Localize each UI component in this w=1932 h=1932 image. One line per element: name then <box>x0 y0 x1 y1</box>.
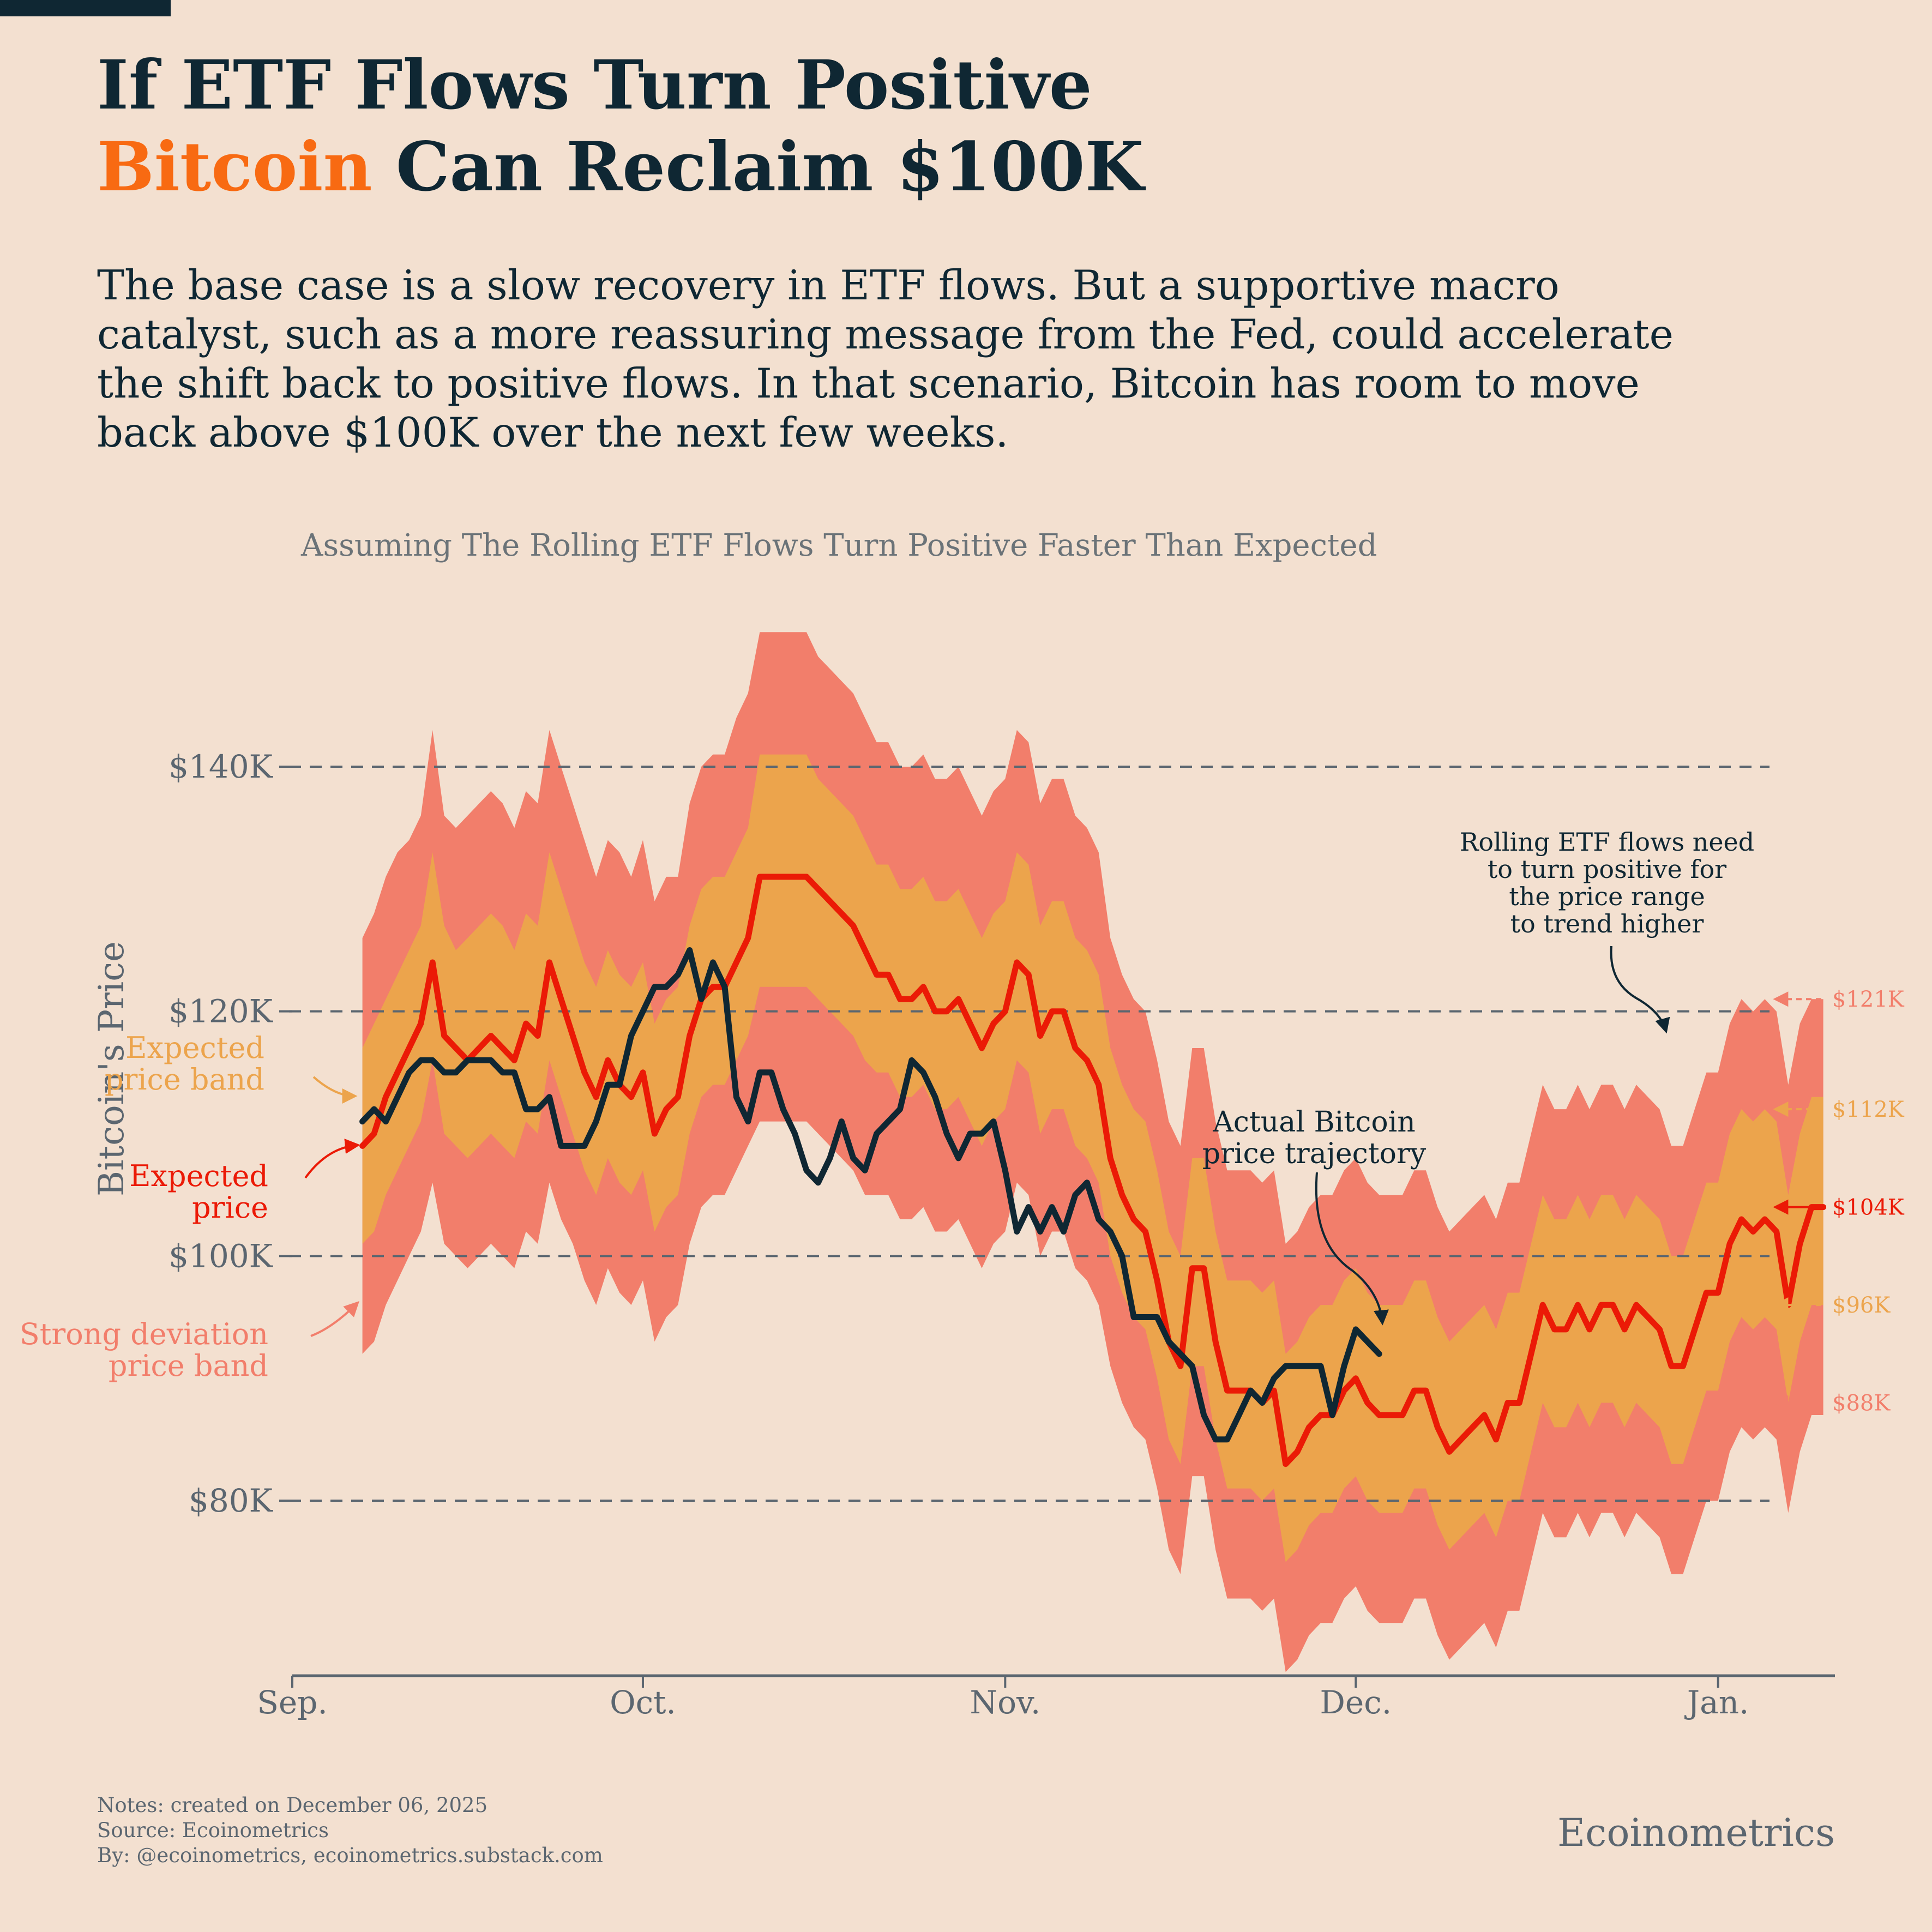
etf-flows-arrow <box>1610 946 1670 1034</box>
page-title: If ETF Flows Turn Positive Bitcoin Can R… <box>97 45 1143 208</box>
strong-band-arrow <box>310 1301 359 1337</box>
x-tick-label: Dec. <box>1320 1684 1392 1721</box>
x-tick-label: Nov. <box>970 1684 1040 1721</box>
expected-price-line <box>359 874 1827 1467</box>
actual-trajectory-annotation-line: Actual Bitcoin <box>1212 1106 1416 1139</box>
subtitle: The base case is a slow recovery in ETF … <box>97 261 1674 456</box>
end-label: $112K <box>1832 1097 1905 1122</box>
expected-band-label-line: price band <box>105 1062 264 1097</box>
notes-block: Notes: created on December 06, 2025 Sour… <box>97 1793 603 1868</box>
y-tick-label: $80K <box>189 1482 274 1519</box>
etf-flows-annotation: Rolling ETF flows need to turn positive f… <box>1460 827 1754 938</box>
actual-price-line <box>359 947 1382 1443</box>
y-tick-label: $100K <box>168 1237 274 1274</box>
title-accent-word: Bitcoin <box>97 128 372 207</box>
etf-flows-annotation-line: to trend higher <box>1510 909 1704 938</box>
expected-band-label: Expected price band <box>105 1031 264 1097</box>
expected-price-arrow <box>304 1139 360 1179</box>
x-tick-label: Jan. <box>1684 1684 1749 1721</box>
notes-created: Notes: created on December 06, 2025 <box>97 1793 488 1817</box>
expected-band-arrow <box>312 1076 358 1104</box>
end-label: $96K <box>1832 1293 1891 1318</box>
expected-price-label-line: price <box>192 1190 268 1225</box>
x-tick-label: Sep. <box>257 1684 328 1721</box>
y-tick-label: $140K <box>168 748 274 785</box>
strong-band-label-line: price band <box>109 1349 268 1383</box>
end-label: $88K <box>1832 1391 1891 1416</box>
strong-band-label: Strong deviation price band <box>20 1317 268 1383</box>
notes-by: By: @ecoinometrics, ecoinometrics.substa… <box>97 1844 603 1867</box>
corner-accent-bar <box>0 0 171 16</box>
etf-flows-annotation-line: the price range <box>1509 882 1705 911</box>
chart-title: Assuming The Rolling ETF Flows Turn Posi… <box>301 528 1377 563</box>
actual-trajectory-annotation: Actual Bitcoin price trajectory <box>1202 1106 1427 1170</box>
expected-price-label: Expected price <box>129 1159 268 1225</box>
actual-trajectory-annotation-line: price trajectory <box>1202 1137 1427 1170</box>
y-tick-label: $120K <box>168 993 274 1030</box>
x-tick-label: Oct. <box>610 1684 676 1721</box>
y-axis-label: Bitcoin's Price <box>92 941 132 1196</box>
actual-trajectory-arrow <box>1315 1172 1389 1326</box>
etf-flows-annotation-line: to turn positive for <box>1488 854 1726 884</box>
title-line-1: If ETF Flows Turn Positive <box>97 46 1092 125</box>
expected-band-label-line: Expected <box>125 1031 264 1065</box>
etf-flows-annotation-line: Rolling ETF flows need <box>1460 827 1754 857</box>
end-label: $104K <box>1832 1195 1905 1220</box>
expected-price-band <box>362 754 1823 1562</box>
end-label: $121K <box>1832 987 1905 1012</box>
brand-name: Ecoinometrics <box>1557 1810 1835 1855</box>
title-line-2: Can Reclaim $100K <box>372 128 1144 207</box>
notes-source: Source: Ecoinometrics <box>97 1819 329 1842</box>
expected-price-label-line: Expected <box>129 1159 268 1193</box>
strong-band-label-line: Strong deviation <box>20 1317 268 1351</box>
